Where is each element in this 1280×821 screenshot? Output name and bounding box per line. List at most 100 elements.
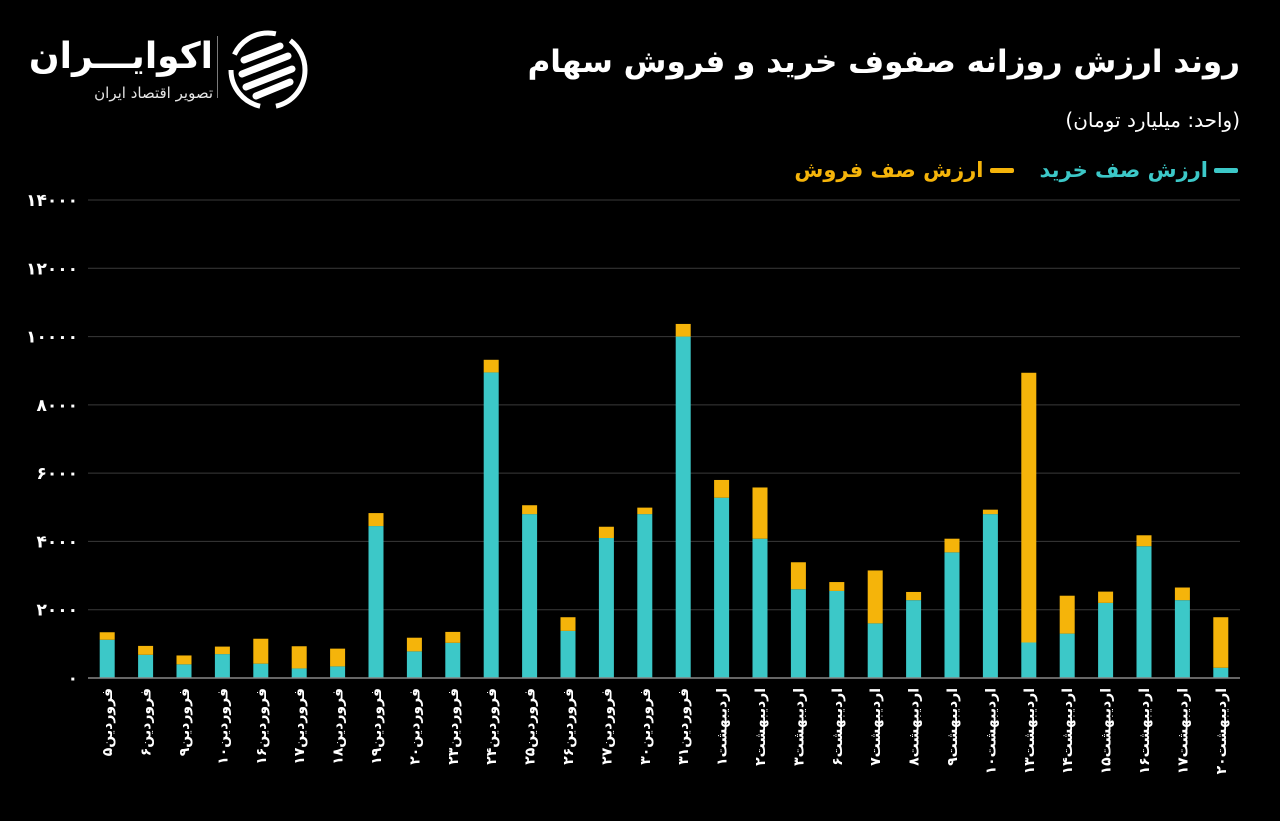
y-tick-label: ۲۰۰۰ (36, 601, 78, 621)
bar-sell (714, 479, 730, 498)
x-tick-label: فروردین۳۱ (676, 688, 692, 765)
bar-buy (906, 600, 922, 678)
x-tick-label: فروردین۶ (139, 688, 155, 756)
bar-sell (445, 631, 461, 643)
bar-sell (406, 637, 422, 652)
bar-buy (330, 666, 346, 678)
y-tick-label: ۰ (68, 669, 78, 689)
x-tick-label: فروردین۲۶ (561, 688, 577, 765)
x-tick-label: اردیبهشت۶ (830, 688, 846, 766)
bar-sell (330, 648, 346, 667)
bar-buy (483, 372, 499, 678)
bar-buy (637, 514, 653, 678)
x-tick-label: اردیبهشت۳ (791, 688, 807, 766)
bar-sell (483, 359, 499, 373)
x-tick-label: فروردین۲۷ (599, 688, 615, 765)
bar-buy (1059, 633, 1075, 678)
bar-buy (1098, 602, 1114, 678)
bar-sell (598, 526, 614, 539)
bar-buy (867, 623, 883, 678)
bars (99, 323, 1229, 678)
x-tick-label: فروردین۳۰ (638, 688, 654, 765)
y-tick-label: ۱۰۰۰۰ (26, 328, 78, 348)
legend-label-sell: ارزش صف فروش (794, 158, 984, 182)
legend-label-buy: ارزش صف خرید (1039, 158, 1209, 182)
y-tick-label: ۴۰۰۰ (36, 532, 78, 552)
logo-divider (217, 36, 218, 98)
x-tick-label: فروردین۲۴ (484, 688, 500, 765)
bar-sell (1174, 587, 1190, 601)
x-tick-label: اردیبهشت۱۳ (1022, 688, 1038, 774)
y-tick-label: ۶۰۰۰ (36, 464, 78, 484)
bar-sell (522, 505, 538, 515)
x-tick-label: اردیبهشت۹ (945, 688, 961, 766)
x-tick-label: فروردین۱۹ (369, 688, 385, 765)
y-axis-ticks: ۰ ۲۰۰۰ ۴۰۰۰ ۶۰۰۰ ۸۰۰۰ ۱۰۰۰۰ ۱۲۰۰۰ ۱۴۰۰۰ (26, 191, 78, 689)
bar-buy (1021, 642, 1037, 678)
x-tick-label: فروردین۱۶ (254, 688, 270, 765)
bar-sell (637, 507, 653, 515)
bar-sell (829, 582, 845, 591)
bar-buy (368, 526, 384, 678)
bar-buy (560, 630, 576, 678)
bar-sell (1213, 617, 1229, 668)
bar-buy (176, 664, 192, 678)
y-tick-label: ۸۰۰۰ (36, 396, 78, 416)
bar-buy (291, 668, 307, 678)
bar-buy (982, 514, 998, 678)
legend-swatch-buy (1214, 167, 1238, 173)
bar-sell (560, 617, 576, 631)
bar-sell (752, 487, 768, 539)
bar-sell (291, 646, 307, 669)
bar-buy (406, 651, 422, 678)
x-tick-label: فروردین۲۰ (407, 688, 423, 765)
bar-sell (99, 632, 115, 640)
x-tick-label: فروردین۱۷ (292, 688, 308, 765)
chart-title: روند ارزش روزانه صفوف خرید و فروش سهام (527, 44, 1240, 80)
x-tick-label: اردیبهشت۱۵ (1099, 688, 1115, 774)
bar-sell (1136, 535, 1152, 547)
x-tick-label: اردیبهشت۱۰ (983, 688, 999, 774)
x-tick-label: اردیبهشت۸ (907, 688, 923, 766)
bar-buy (214, 654, 230, 678)
x-tick-label: اردیبهشت۷ (868, 688, 884, 766)
gridlines (88, 199, 1240, 611)
bar-buy (752, 538, 768, 678)
bar-buy (790, 589, 806, 678)
bar-buy (1174, 600, 1190, 678)
x-tick-label: اردیبهشت۱ (715, 688, 731, 766)
bar-buy (99, 639, 115, 678)
legend-swatch-sell (989, 167, 1014, 173)
bar-sell (982, 509, 998, 515)
bar-buy (1136, 546, 1152, 678)
bar-sell (253, 638, 269, 664)
bar-sell (176, 655, 192, 665)
x-tick-label: اردیبهشت۱۶ (1137, 688, 1153, 774)
x-tick-label: فروردین۲۵ (523, 688, 539, 765)
x-axis-ticks: فروردین۵ فروردین۶ فروردین۹ فروردین۱۰ فروردین… (100, 688, 1230, 774)
brand-name: اکوایـــران (28, 36, 213, 77)
bar-sell (675, 323, 691, 337)
x-tick-label: فروردین۹ (177, 688, 193, 756)
legend-item-buy: ارزش صف خرید (1039, 158, 1238, 182)
y-tick-label: ۱۲۰۰۰ (26, 259, 78, 279)
bar-sell (906, 591, 922, 601)
bar-sell (867, 570, 883, 624)
chart-unit: (واحد: میلیارد تومان) (1065, 108, 1240, 132)
bar-sell (214, 646, 230, 655)
bar-buy (138, 654, 154, 678)
bar-buy (1213, 667, 1229, 678)
x-tick-label: فروردین۱۸ (331, 688, 347, 765)
y-tick-label: ۱۴۰۰۰ (26, 191, 78, 211)
bar-buy (829, 590, 845, 678)
x-tick-label: فروردین۵ (100, 688, 116, 756)
bar-buy (675, 336, 691, 678)
bar-buy (598, 538, 614, 678)
bar-buy (253, 663, 269, 678)
bar-sell (944, 538, 960, 553)
bar-sell (790, 562, 806, 590)
legend-item-sell: ارزش صف فروش (794, 158, 1014, 182)
legend: ارزش صف خرید ارزش صف فروش (794, 158, 1238, 182)
bar-sell (1021, 372, 1037, 643)
